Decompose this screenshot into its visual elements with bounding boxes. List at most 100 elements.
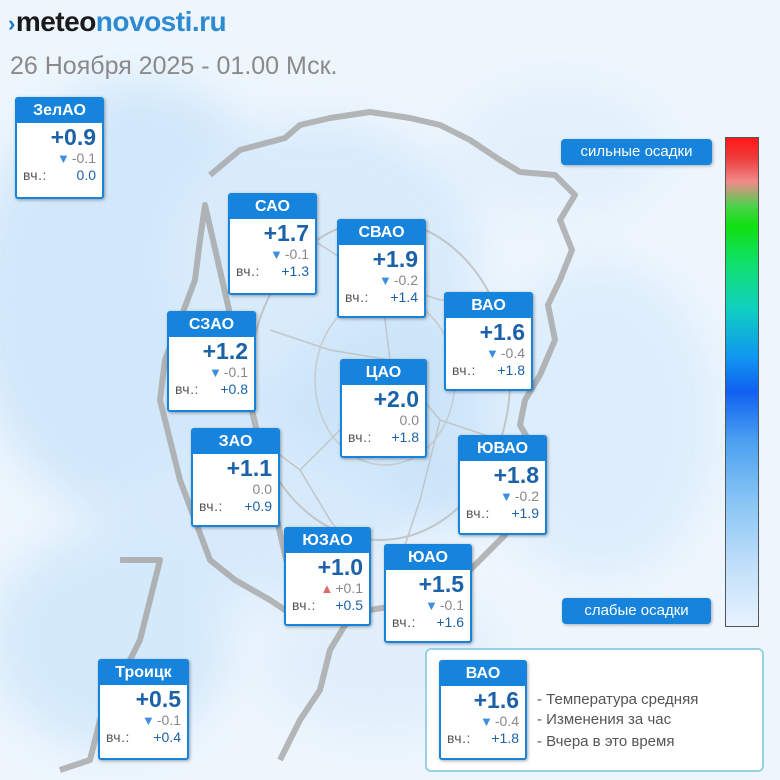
down-triangle-icon: ▼: [379, 273, 392, 288]
down-triangle-icon: ▼: [142, 713, 155, 728]
yesterday-row: вч.: +1.6: [386, 614, 470, 631]
hourly-change: 0.0: [193, 481, 278, 498]
hourly-change-value: -0.1: [439, 597, 464, 613]
district-name: ЗелАО: [17, 99, 102, 123]
hourly-change: ▼ -0.1: [100, 712, 187, 729]
district-temperature: +1.6: [473, 687, 519, 713]
hourly-change: ▼ -0.1: [386, 597, 470, 614]
district-name: ЮВАО: [460, 437, 545, 461]
yesterday-row: вч.: +1.4: [339, 289, 424, 306]
hourly-change-value: 0.0: [252, 481, 272, 497]
yesterday-value: +1.6: [436, 614, 464, 630]
district-temperature: +1.0: [317, 554, 363, 580]
hourly-change-value: -0.1: [284, 246, 309, 262]
yesterday-value: +1.4: [390, 289, 418, 305]
yesterday-row: вч.: +0.4: [100, 729, 187, 746]
yesterday-row: вч.: +1.8: [446, 362, 531, 379]
district-card-yuzao[interactable]: ЮЗАО +1.0 ▲ +0.1 вч.: +0.5: [284, 527, 371, 626]
district-temperature: +2.0: [373, 386, 419, 412]
legend-line-yesterday: - Вчера в это время: [537, 733, 675, 750]
yesterday-value: +1.3: [281, 263, 309, 279]
down-triangle-icon: ▼: [425, 598, 438, 613]
district-card-yuvao[interactable]: ЮВАО +1.8 ▼ -0.2 вч.: +1.9: [458, 435, 547, 535]
district-temperature: +0.5: [135, 686, 181, 712]
scale-label-heavy: сильные осадки: [561, 139, 712, 165]
hourly-change: ▼ -0.4: [446, 345, 531, 362]
district-name: ВАО: [446, 294, 531, 318]
yesterday-value: 0.0: [76, 167, 96, 183]
district-name: САО: [230, 195, 315, 219]
yesterday-value: +1.8: [497, 362, 525, 378]
district-temperature: +0.9: [50, 124, 96, 150]
datetime-subtitle: 26 Ноября 2025 - 01.00 Мск.: [10, 52, 338, 80]
district-card-svao[interactable]: СВАО +1.9 ▼ -0.2 вч.: +1.4: [337, 219, 426, 318]
down-triangle-icon: ▼: [57, 151, 70, 166]
district-card-yuao[interactable]: ЮАО +1.5 ▼ -0.1 вч.: +1.6: [384, 544, 472, 643]
district-card-szao[interactable]: СЗАО +1.2 ▼ -0.1 вч.: +0.8: [167, 311, 256, 412]
hourly-change: 0.0: [342, 412, 425, 429]
yesterday-row: вч.: +1.8: [342, 429, 425, 446]
district-temperature: +1.2: [202, 338, 248, 364]
yesterday-value: +0.8: [220, 381, 248, 397]
hourly-change-value: -0.2: [393, 272, 418, 288]
hourly-change-value: 0.0: [399, 412, 419, 428]
district-temperature: +1.7: [263, 220, 309, 246]
hourly-change-value: +0.1: [335, 580, 363, 596]
district-card-zelao[interactable]: ЗелАО +0.9 ▼ -0.1 вч.: 0.0: [15, 97, 104, 199]
yesterday-row: вч.: +0.8: [169, 381, 254, 398]
yesterday-row: вч.: +1.9: [460, 505, 545, 522]
site-logo[interactable]: ›meteonovosti.ru: [8, 6, 227, 38]
district-card-cao[interactable]: ЦАО +2.0 0.0 вч.: +1.8: [340, 359, 427, 458]
logo-arrow-icon: ›: [8, 11, 15, 36]
scale-label-light: слабые осадки: [562, 598, 711, 624]
down-triangle-icon: ▼: [500, 489, 513, 504]
district-name: Троицк: [100, 661, 187, 685]
district-name: ВАО: [441, 662, 525, 686]
yesterday-value: +1.9: [511, 505, 539, 521]
yesterday-label: вч.:: [392, 614, 416, 630]
down-triangle-icon: ▼: [480, 714, 493, 729]
district-card-sao[interactable]: САО +1.7 ▼ -0.1 вч.: +1.3: [228, 193, 317, 295]
legend-line-temperature: - Температура средняя: [537, 691, 699, 708]
district-card-troitsk[interactable]: Троицк +0.5 ▼ -0.1 вч.: +0.4: [98, 659, 189, 760]
legend-box: ВАО +1.6 ▼ -0.4 вч.: +1.8 - Температура ср…: [425, 648, 764, 772]
yesterday-row: вч.: +1.8: [441, 730, 525, 747]
yesterday-label: вч.:: [452, 362, 476, 378]
yesterday-label: вч.:: [345, 289, 369, 305]
district-name: ЦАО: [342, 361, 425, 385]
hourly-change: ▼ -0.1: [169, 364, 254, 381]
yesterday-label: вч.:: [348, 429, 372, 445]
yesterday-label: вч.:: [236, 263, 260, 279]
yesterday-label: вч.:: [106, 729, 130, 745]
down-triangle-icon: ▼: [486, 346, 499, 361]
yesterday-label: вч.:: [292, 597, 316, 613]
hourly-change-value: -0.1: [156, 712, 181, 728]
yesterday-row: вч.: +1.3: [230, 263, 315, 280]
hourly-change-value: -0.4: [500, 345, 525, 361]
yesterday-row: вч.: +0.5: [286, 597, 369, 614]
yesterday-label: вч.:: [199, 498, 223, 514]
yesterday-label: вч.:: [447, 730, 471, 746]
hourly-change: ▼ -0.4: [441, 713, 525, 730]
down-triangle-icon: ▼: [270, 247, 283, 262]
logo-part-meteo: meteo: [15, 6, 96, 37]
district-name: СЗАО: [169, 313, 254, 337]
district-temperature: +1.6: [479, 319, 525, 345]
hourly-change: ▼ -0.2: [460, 488, 545, 505]
logo-part-novosti: novosti.ru: [95, 6, 227, 37]
yesterday-value: +0.4: [153, 729, 181, 745]
district-name: СВАО: [339, 221, 424, 245]
district-temperature: +1.5: [418, 571, 464, 597]
yesterday-label: вч.:: [23, 167, 47, 183]
legend-sample-card: ВАО +1.6 ▼ -0.4 вч.: +1.8: [439, 660, 527, 760]
district-temperature: +1.9: [372, 246, 418, 272]
hourly-change-value: -0.4: [494, 713, 519, 729]
yesterday-value: +0.9: [244, 498, 272, 514]
yesterday-row: вч.: +0.9: [193, 498, 278, 515]
hourly-change-value: -0.2: [514, 488, 539, 504]
district-card-vao[interactable]: ВАО +1.6 ▼ -0.4 вч.: +1.8: [444, 292, 533, 391]
legend-line-change: - Изменения за час: [537, 711, 672, 728]
district-card-zao[interactable]: ЗАО +1.1 0.0 вч.: +0.9: [191, 428, 280, 527]
precipitation-color-scale: [725, 137, 759, 627]
yesterday-label: вч.:: [175, 381, 199, 397]
